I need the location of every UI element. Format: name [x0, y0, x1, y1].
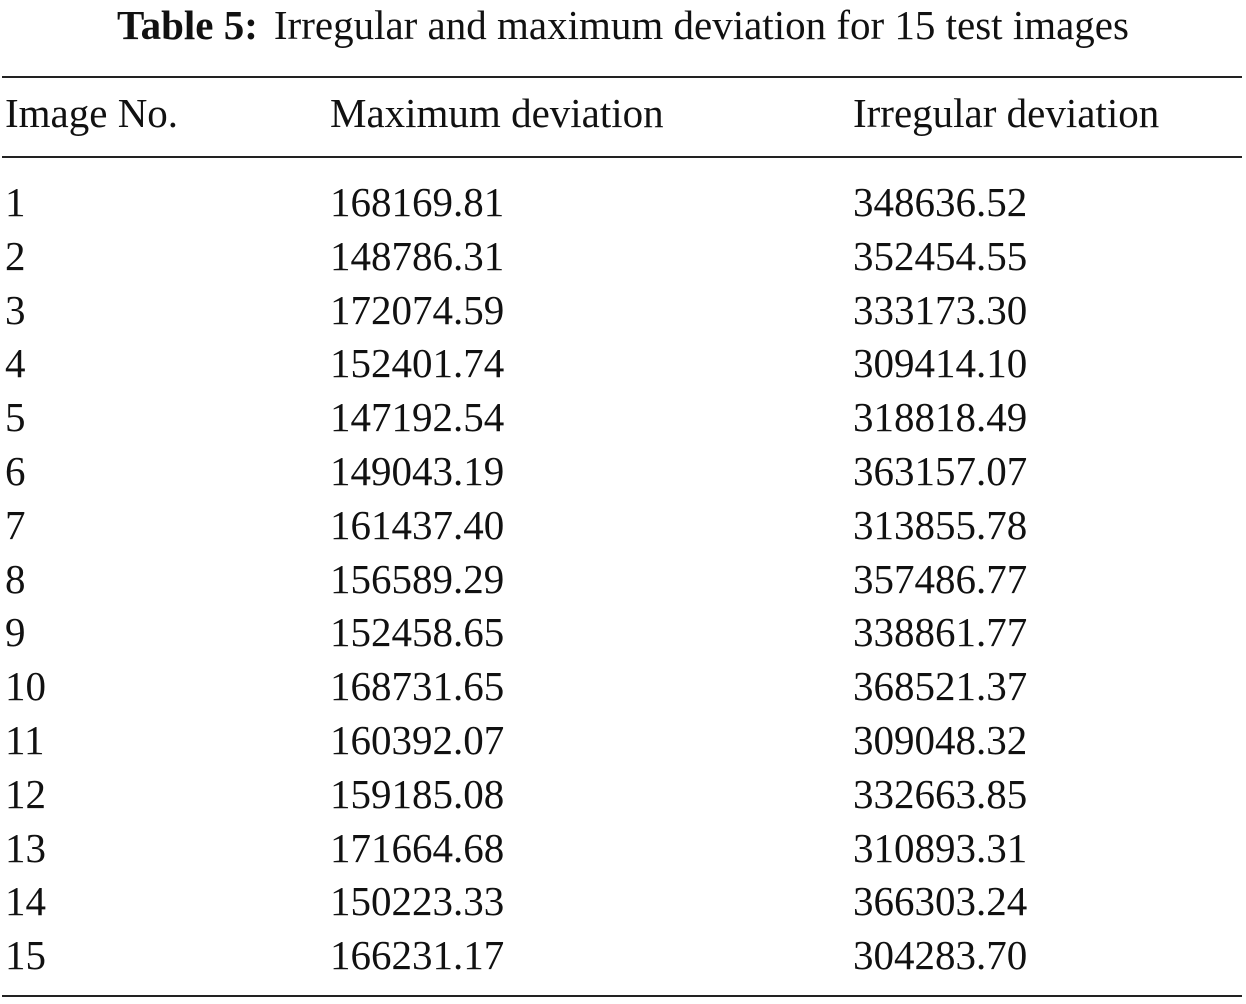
table-cell: 159185.08	[330, 770, 505, 817]
table-cell: 148786.31	[330, 232, 505, 279]
bottom-rule	[2, 995, 1242, 997]
table-cell: 152401.74	[330, 340, 505, 387]
caption: Table 5: Irregular and maximum deviation …	[0, 0, 1246, 50]
table-cell: 333173.30	[853, 286, 1028, 333]
table-cell: 156589.29	[330, 555, 505, 602]
table-cell: 147192.54	[330, 394, 505, 441]
table-cell: 11	[5, 717, 45, 763]
table-cell: 172074.59	[330, 286, 505, 333]
caption-label: Table 5:	[117, 2, 258, 48]
table-cell: 348636.52	[853, 179, 1028, 225]
table-cell: 318818.49	[853, 394, 1028, 441]
table-cell: 12	[5, 770, 46, 817]
table-cell: 8	[5, 555, 26, 602]
table-cell: 352454.55	[853, 232, 1028, 279]
caption-text: Irregular and maximum deviation for 15 t…	[273, 2, 1129, 48]
table-cell: 366303.24	[853, 878, 1028, 925]
table-cell: 310893.31	[853, 824, 1028, 871]
table-cell: 149043.19	[330, 448, 505, 494]
top-rule	[2, 76, 1242, 78]
table-cell: 166231.17	[330, 932, 505, 979]
table-cell: 9	[5, 609, 26, 656]
table-cell: 5	[5, 394, 26, 441]
table-cell: 161437.40	[330, 501, 505, 548]
table-cell: 1	[5, 179, 26, 225]
table-cell: 304283.70	[853, 932, 1028, 979]
table-cell: 313855.78	[853, 501, 1028, 548]
table-cell: 363157.07	[853, 448, 1028, 494]
table-cell: 3	[5, 286, 26, 333]
table-cell: 152458.65	[330, 609, 505, 656]
table-cell: 338861.77	[853, 609, 1028, 656]
table-cell: 14	[5, 878, 46, 925]
header-cell: Image No.	[5, 90, 179, 136]
table-cell: 168731.65	[330, 663, 505, 710]
table-cell: 10	[5, 663, 46, 710]
header-rule	[2, 156, 1242, 158]
table-cell: 309414.10	[853, 340, 1028, 387]
table-cell: 6	[5, 448, 26, 494]
header-cell: Maximum deviation	[330, 90, 664, 136]
table-cell: 368521.37	[853, 663, 1028, 710]
table-cell: 168169.81	[330, 179, 505, 225]
table-cell: 171664.68	[330, 824, 505, 871]
table-cell: 160392.07	[330, 717, 505, 763]
table-cell: 332663.85	[853, 770, 1028, 817]
table-cell: 309048.32	[853, 717, 1028, 763]
header-cell: Irregular deviation	[853, 90, 1160, 136]
table-cell: 2	[5, 232, 26, 279]
table-cell: 7	[5, 501, 26, 548]
table-cell: 150223.33	[330, 878, 505, 925]
table-cell: 357486.77	[853, 555, 1028, 602]
table-cell: 15	[5, 932, 46, 979]
table-cell: 13	[5, 824, 46, 871]
table-cell: 4	[5, 340, 26, 387]
